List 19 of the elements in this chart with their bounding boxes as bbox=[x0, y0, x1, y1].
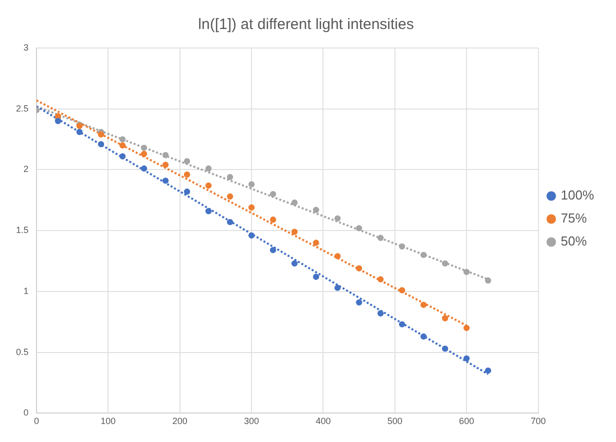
x-tick-label: 0 bbox=[34, 416, 40, 426]
x-tick-label: 700 bbox=[530, 416, 546, 426]
x-tick-label: 100 bbox=[100, 416, 116, 426]
y-tick-label: 2.5 bbox=[16, 103, 29, 114]
x-tick-label: 600 bbox=[459, 416, 474, 426]
y-tick-label: 3 bbox=[23, 42, 29, 52]
x-tick-label: 500 bbox=[387, 416, 402, 426]
y-tick-label: 0.5 bbox=[16, 346, 29, 357]
legend-label: 50% bbox=[560, 234, 588, 249]
legend-label: 100% bbox=[560, 188, 594, 203]
x-tick-label: 400 bbox=[316, 416, 331, 426]
y-tick-label: 2 bbox=[23, 164, 29, 174]
legend-label: 75% bbox=[560, 210, 588, 226]
y-tick-label: 1 bbox=[23, 286, 29, 296]
y-tick-label: 1.5 bbox=[16, 225, 29, 236]
chart-title: ln([1]) at different light intensities bbox=[198, 16, 414, 34]
x-tick-label: 300 bbox=[244, 416, 260, 426]
x-tick-label: 200 bbox=[172, 416, 188, 426]
y-tick-label: 0 bbox=[23, 408, 29, 418]
